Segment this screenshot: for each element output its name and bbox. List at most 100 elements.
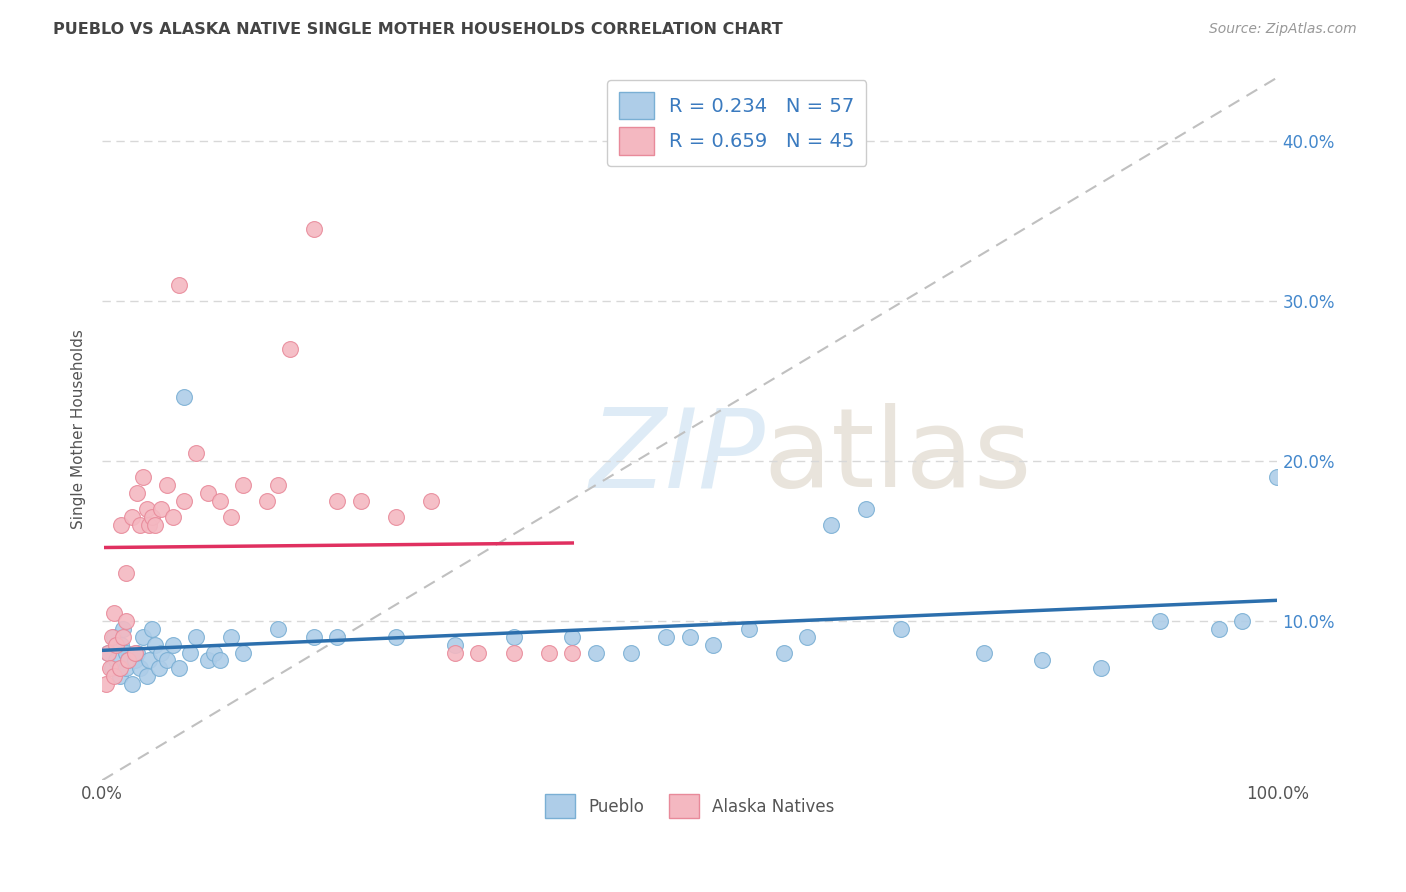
Point	[232, 646, 254, 660]
Point	[737, 622, 759, 636]
Point	[186, 446, 208, 460]
Point	[128, 517, 150, 532]
Point	[561, 630, 583, 644]
Point	[221, 509, 243, 524]
Point	[110, 517, 132, 532]
Text: Source: ZipAtlas.com: Source: ZipAtlas.com	[1209, 22, 1357, 37]
Point	[186, 630, 208, 644]
Point	[100, 661, 122, 675]
Point	[100, 630, 122, 644]
Point	[141, 622, 163, 636]
Point	[167, 278, 190, 293]
Point	[679, 630, 702, 644]
Point	[197, 485, 219, 500]
Point	[1090, 661, 1112, 675]
Point	[114, 566, 136, 580]
Point	[232, 477, 254, 491]
Point	[108, 661, 131, 675]
Point	[138, 653, 160, 667]
Point	[105, 653, 128, 667]
Y-axis label: Single Mother Households: Single Mother Households	[72, 329, 86, 529]
Point	[197, 653, 219, 667]
Point	[156, 653, 179, 667]
Point	[467, 646, 489, 660]
Point	[97, 646, 120, 660]
Point	[173, 493, 195, 508]
Point	[179, 646, 201, 660]
Point	[132, 630, 155, 644]
Point	[127, 485, 149, 500]
Point	[124, 653, 146, 667]
Point	[620, 646, 643, 660]
Point	[443, 638, 465, 652]
Point	[112, 630, 135, 644]
Point	[1149, 614, 1171, 628]
Point	[156, 477, 179, 491]
Point	[502, 646, 524, 660]
Point	[105, 638, 128, 652]
Point	[585, 646, 607, 660]
Point	[103, 630, 125, 644]
Point	[208, 653, 231, 667]
Point	[385, 630, 408, 644]
Point	[443, 646, 465, 660]
Point	[121, 677, 143, 691]
Point	[1031, 653, 1053, 667]
Legend: Pueblo, Alaska Natives: Pueblo, Alaska Natives	[538, 788, 841, 825]
Point	[278, 342, 301, 356]
Point	[124, 646, 146, 660]
Point	[149, 501, 172, 516]
Point	[350, 493, 373, 508]
Point	[267, 622, 290, 636]
Point	[202, 646, 225, 660]
Point	[141, 509, 163, 524]
Point	[97, 646, 120, 660]
Point	[114, 646, 136, 660]
Point	[1230, 614, 1253, 628]
Point	[537, 646, 560, 660]
Point	[138, 517, 160, 532]
Point	[221, 630, 243, 644]
Text: PUEBLO VS ALASKA NATIVE SINGLE MOTHER HOUSEHOLDS CORRELATION CHART: PUEBLO VS ALASKA NATIVE SINGLE MOTHER HO…	[53, 22, 783, 37]
Point	[127, 646, 149, 660]
Point	[502, 630, 524, 644]
Point	[973, 646, 995, 660]
Point	[132, 470, 155, 484]
Point	[162, 638, 184, 652]
Point	[1208, 622, 1230, 636]
Point	[103, 669, 125, 683]
Point	[796, 630, 818, 644]
Point	[117, 653, 139, 667]
Point	[135, 669, 157, 683]
Point	[143, 638, 166, 652]
Point	[135, 501, 157, 516]
Point	[302, 222, 325, 236]
Point	[128, 661, 150, 675]
Point	[149, 646, 172, 660]
Point	[143, 517, 166, 532]
Point	[855, 501, 877, 516]
Text: atlas: atlas	[763, 403, 1032, 510]
Point	[702, 638, 724, 652]
Point	[655, 630, 678, 644]
Point	[162, 509, 184, 524]
Point	[94, 677, 117, 691]
Point	[385, 509, 408, 524]
Point	[114, 661, 136, 675]
Point	[326, 630, 349, 644]
Point	[100, 661, 122, 675]
Text: ZIP: ZIP	[591, 403, 766, 510]
Point	[114, 614, 136, 628]
Point	[173, 390, 195, 404]
Point	[1267, 470, 1289, 484]
Point	[561, 646, 583, 660]
Point	[772, 646, 794, 660]
Point	[112, 622, 135, 636]
Point	[110, 638, 132, 652]
Point	[117, 653, 139, 667]
Point	[148, 661, 170, 675]
Point	[256, 493, 278, 508]
Point	[302, 630, 325, 644]
Point	[167, 661, 190, 675]
Point	[108, 669, 131, 683]
